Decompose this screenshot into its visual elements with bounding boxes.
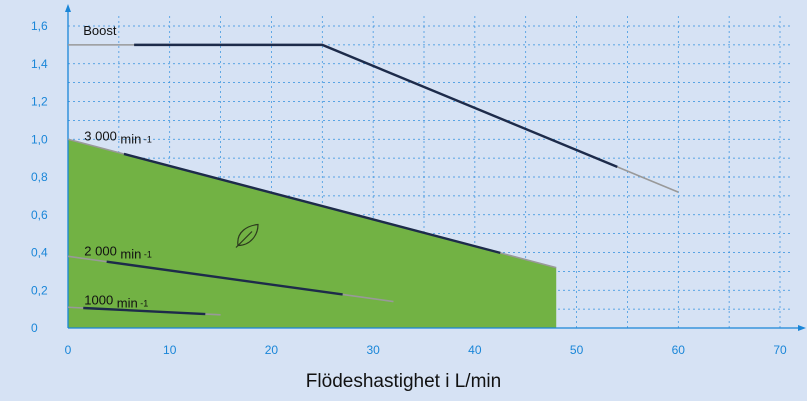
leaf-outline xyxy=(237,223,259,247)
x-tick-label: 40 xyxy=(468,343,482,357)
y-tick-label: 1,0 xyxy=(31,132,48,146)
series-labels: Boost 3 000 min -1 2 000 min -1 1000 min -1 xyxy=(83,23,152,311)
leaf-icon xyxy=(235,223,259,248)
x-axis-title: Flödeshastighet i L/min xyxy=(305,371,502,392)
leaf-vein xyxy=(235,231,253,248)
series-label: 2 000 min -1 xyxy=(84,244,152,262)
x-tick-label: 70 xyxy=(773,343,787,357)
x-tick-label: 30 xyxy=(366,343,380,357)
series-lines xyxy=(67,43,679,316)
x-axis-arrow xyxy=(798,325,806,331)
y-tick-label: 0 xyxy=(31,321,38,335)
eco-region xyxy=(68,139,557,328)
series-line xyxy=(123,152,501,255)
y-tick-label: 0,6 xyxy=(31,208,48,222)
series-label: Boost xyxy=(83,23,117,38)
eco-icon-layer xyxy=(235,223,259,248)
y-tick-label: 0,2 xyxy=(31,283,48,297)
x-tick-label: 10 xyxy=(163,343,177,357)
y-tick-label: 1,4 xyxy=(31,57,48,71)
x-tick-label: 20 xyxy=(265,343,279,357)
y-tick-label: 0,8 xyxy=(31,170,48,184)
y-tick-label: 1,6 xyxy=(31,19,48,33)
tick-labels: 0 10 20 30 40 50 60 70 0 0,2 0,4 0,6 0,8 1,0 1,2 1,4 1,6 xyxy=(31,19,787,357)
series-line xyxy=(83,306,206,316)
series-label: 1000 min -1 xyxy=(84,293,148,311)
series-line xyxy=(134,43,618,168)
series-line xyxy=(106,260,343,296)
x-tick-label: 0 xyxy=(65,343,72,357)
y-axis-arrow xyxy=(65,4,71,12)
series-label: 3 000 min -1 xyxy=(84,128,152,146)
y-tick-label: 1,2 xyxy=(31,95,48,109)
axes xyxy=(65,4,806,331)
eco-region-fill xyxy=(68,139,557,328)
x-tick-label: 50 xyxy=(570,343,584,357)
y-tick-label: 0,4 xyxy=(31,246,48,260)
x-tick-label: 60 xyxy=(672,343,686,357)
